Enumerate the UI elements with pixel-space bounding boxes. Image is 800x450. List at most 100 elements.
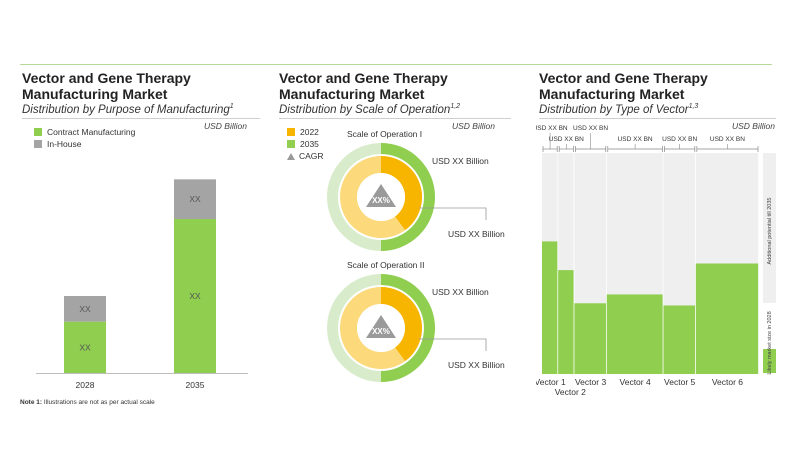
legend-item-1: In-House	[34, 138, 135, 150]
ring-chart-1: Scale of Operation I XX% USD XX Billion USD…	[327, 129, 505, 251]
top-value-label: USD XX BN	[710, 136, 745, 143]
bar-value-label: XX	[79, 342, 91, 352]
outer-ring-2035	[380, 274, 435, 382]
bar-value-label: XX	[189, 291, 201, 301]
leader-line	[419, 338, 487, 351]
cagr-triangle-icon	[366, 184, 396, 207]
legend-item-2: CAGR	[287, 150, 324, 162]
leader-line	[419, 207, 487, 220]
panel-subtitle: Distribution by Purpose of Manufacturing…	[22, 103, 262, 116]
legend-label: 2022	[300, 127, 319, 137]
ring-chart-2: Scale of Operation II XX% USD XX Billion US…	[327, 260, 505, 382]
title-line-1: Vector and Gene Therapy	[279, 70, 448, 86]
legend-purpose: Contract Manufacturing In-House	[34, 126, 135, 150]
panel-subtitle: Distribution by Type of Vector1,3	[539, 103, 779, 116]
legend-item-0: 2022	[287, 126, 324, 138]
bar-value-label: XX	[189, 194, 201, 204]
x-tick-label: Vector 2	[555, 387, 586, 397]
footnote-label: Note 1:	[20, 399, 43, 406]
unit-label-1: USD Billion	[204, 121, 247, 131]
panel-subtitle: Distribution by Scale of Operation1,2	[279, 103, 519, 116]
label-2035-value: USD XX Billion	[432, 156, 489, 166]
legend-swatch	[34, 128, 42, 136]
panel-separator-3	[539, 118, 776, 119]
segment-likely-5	[663, 305, 696, 374]
title-line-1: Vector and Gene Therapy	[539, 70, 708, 86]
subtitle-footnote: 1,3	[688, 103, 699, 110]
x-tick-label: Vector 3	[575, 377, 606, 387]
ring-charts-scale: Scale of Operation I XX% USD XX Billion USD…	[327, 129, 505, 382]
legend-swatch-additional	[763, 153, 776, 303]
unit-label-3: USD Billion	[732, 121, 775, 131]
top-divider	[20, 64, 772, 65]
subtitle-text: Distribution by Type of Vector	[539, 103, 689, 116]
legend-label: CAGR	[299, 151, 324, 161]
title-line-2: Manufacturing Market	[539, 86, 685, 102]
segment-likely-1	[542, 241, 559, 374]
x-tick-label: Vector 6	[712, 377, 743, 387]
title-line-2: Manufacturing Market	[22, 86, 168, 102]
inner-ring-2022	[380, 156, 422, 231]
top-value-label: USD XX BN	[662, 136, 697, 143]
segment-likely-4	[606, 294, 664, 374]
panel-purpose: Vector and Gene Therapy Manufacturing Ma…	[22, 70, 262, 116]
footnote-text: Illustrations are not as per actual scal…	[43, 399, 155, 406]
title-line-2: Manufacturing Market	[279, 86, 425, 102]
segment-likely-3	[574, 303, 607, 374]
unit-label-2: USD Billion	[452, 121, 495, 131]
subtitle-footnote: 1,2	[450, 103, 461, 110]
bar-value-label: XX	[79, 304, 91, 314]
inner-ring-2022	[380, 287, 422, 362]
triangle-icon	[287, 152, 295, 160]
panel-scale: Vector and Gene Therapy Manufacturing Ma…	[279, 70, 519, 116]
legend-label-additional: Additional potential till 2035	[767, 198, 773, 265]
x-tick-label: Vector 5	[664, 377, 695, 387]
legend-item-1: 2035	[287, 138, 324, 150]
legend-swatch-likely	[763, 349, 776, 373]
cagr-value: XX%	[372, 196, 390, 205]
footnote: Note 1: Illustrations are not as per act…	[20, 399, 155, 406]
top-value-label: USD XX BN	[573, 125, 608, 132]
top-value-label: USD XX BN	[536, 125, 568, 132]
title-line-1: Vector and Gene Therapy	[22, 70, 191, 86]
subtitle-footnote: 1	[229, 103, 234, 110]
x-tick-label: Vector 1	[536, 377, 566, 387]
bar-2035-1	[174, 179, 216, 219]
legend-swatch	[287, 128, 295, 136]
segment-likely-2	[558, 270, 575, 374]
subtitle-text: Distribution by Scale of Operation	[279, 103, 451, 116]
bar-chart-purpose: XX XX 2028 XX XX 2035	[36, 179, 248, 390]
segment-likely-6	[695, 263, 759, 374]
legend-swatch	[287, 140, 295, 148]
legend-swatch	[34, 140, 42, 148]
x-tick-label: 2035	[186, 380, 205, 390]
x-tick-label: 2028	[76, 380, 95, 390]
marimekko-chart-vector: USD XX BN Vector 1 USD XX BN Vector 2 USD XX…	[536, 125, 776, 397]
panel-vector: Vector and Gene Therapy Manufacturing Ma…	[539, 70, 779, 116]
subtitle-text: Distribution by Purpose of Manufacturing	[22, 103, 230, 116]
panel-separator-1	[22, 118, 260, 119]
legend-label: 2035	[300, 139, 319, 149]
label-2022-value: USD XX Billion	[448, 360, 505, 370]
top-value-label: USD XX BN	[549, 136, 584, 143]
legend-label: In-House	[47, 139, 82, 149]
outer-ring-2035	[380, 143, 435, 251]
top-value-label: USD XX BN	[618, 136, 653, 143]
x-tick-label: Vector 4	[620, 377, 651, 387]
label-2022-value: USD XX Billion	[448, 229, 505, 239]
cagr-value: XX%	[372, 327, 390, 336]
legend-label: Contract Manufacturing	[47, 127, 136, 137]
bar-2028-1	[64, 296, 106, 322]
panel-title: Vector and Gene Therapy Manufacturing Ma…	[539, 70, 779, 102]
bar-2035-0	[174, 219, 216, 373]
ring-title: Scale of Operation II	[347, 260, 425, 270]
label-2035-value: USD XX Billion	[432, 287, 489, 297]
cagr-triangle-icon	[366, 315, 396, 338]
panel-title: Vector and Gene Therapy Manufacturing Ma…	[279, 70, 519, 102]
panel-separator-2	[279, 118, 511, 119]
legend-scale: 2022 2035 CAGR	[287, 126, 324, 162]
ring-title: Scale of Operation I	[347, 129, 422, 139]
panel-title: Vector and Gene Therapy Manufacturing Ma…	[22, 70, 262, 102]
legend-item-0: Contract Manufacturing	[34, 126, 135, 138]
legend-label-likely: Likely market size in 2028	[767, 311, 773, 374]
